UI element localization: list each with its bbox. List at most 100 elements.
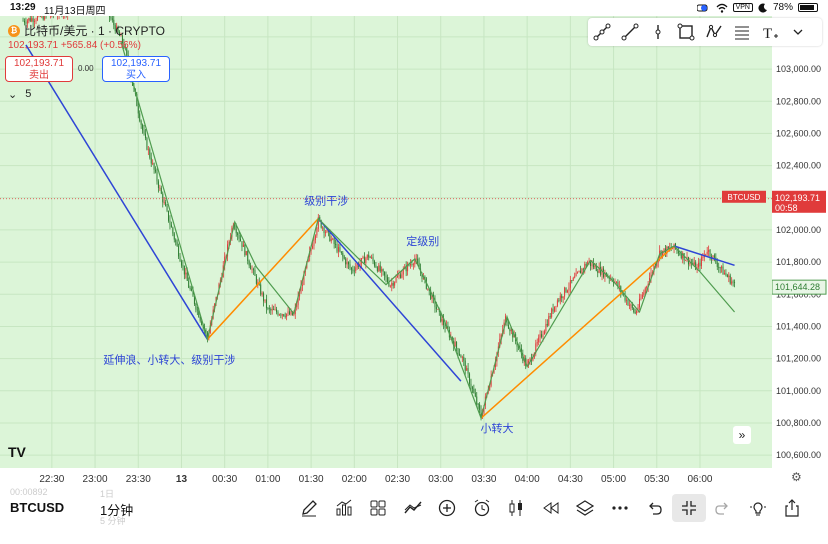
candle-body: [382, 269, 384, 272]
ray-tool[interactable]: [616, 18, 644, 46]
buy-button[interactable]: 102,193.71 买入: [102, 56, 170, 82]
candle-body: [454, 341, 456, 347]
time-tick-label: 03:30: [471, 474, 496, 485]
candle-body: [153, 163, 155, 170]
candles-icon: [509, 500, 523, 516]
time-tick-label: 03:00: [428, 474, 453, 485]
candle-body: [685, 260, 687, 261]
compare-button[interactable]: [396, 494, 431, 522]
candle-body: [597, 271, 599, 273]
candle-body: [300, 285, 302, 294]
candle-body: [574, 276, 576, 278]
candle-body: [618, 286, 620, 288]
status-indicators: VPN 78%: [696, 2, 818, 13]
candle-body: [352, 269, 354, 271]
candle-body: [277, 312, 279, 316]
candle-body: [662, 250, 664, 256]
candle-body: [281, 314, 283, 316]
candle-body: [466, 368, 468, 371]
fib-tool[interactable]: [728, 18, 756, 46]
ideas-button[interactable]: [741, 494, 776, 522]
candle-body: [680, 254, 682, 259]
candle-body: [476, 396, 478, 405]
indicators-button[interactable]: [327, 494, 362, 522]
candle-body: [316, 228, 318, 236]
indicator-toggle[interactable]: ⌄ 5: [8, 88, 31, 101]
candle-body: [165, 202, 167, 207]
vertical-line-tool[interactable]: [644, 18, 672, 46]
candle-body: [340, 251, 342, 253]
ray-icon: [621, 23, 639, 41]
candle-body: [160, 187, 162, 194]
candle-body: [283, 314, 285, 316]
chevron-down-icon[interactable]: ⌄: [8, 89, 18, 101]
svg-text:T: T: [763, 26, 772, 41]
candle-body: [529, 358, 531, 362]
candle-body: [155, 169, 157, 172]
more-button[interactable]: [603, 494, 638, 522]
candle-body: [375, 265, 377, 268]
fullscreen-exit-button[interactable]: [671, 494, 706, 522]
candle-body: [251, 269, 253, 271]
candle-body: [144, 133, 146, 138]
candle-body: [188, 280, 190, 288]
time-tick-label: 04:00: [515, 474, 540, 485]
candle-body: [273, 309, 275, 310]
candle-body: [728, 275, 730, 277]
templates-button[interactable]: [361, 494, 396, 522]
candle-body: [509, 328, 511, 332]
candle-body: [313, 239, 315, 246]
candle-body: [28, 18, 30, 21]
candle-body: [185, 272, 187, 275]
candle-body: [224, 256, 226, 266]
text-tool[interactable]: T: [756, 18, 784, 46]
candle-body: [579, 270, 581, 274]
undo-button[interactable]: [637, 494, 672, 522]
trend-line-icon: [593, 23, 611, 41]
candle-body: [23, 20, 25, 23]
price-tick-label: 102,600.00: [776, 128, 821, 138]
redo-button[interactable]: [706, 494, 741, 522]
candle-body: [590, 261, 592, 266]
sell-button[interactable]: 102,193.71 卖出: [5, 56, 73, 82]
time-axis[interactable]: 22:30 23:00 23:30 13 00:30 01:00 01:30 02:00 02:…: [0, 468, 828, 490]
chart-area[interactable]: 级别干涉 定级别 延伸浪、小转大、级别干涉 小转大 BTCUSD: [0, 16, 772, 468]
candle-body: [297, 296, 299, 306]
price-tick-label: 101,000.00: [776, 386, 821, 396]
candle-body: [337, 247, 339, 252]
share-button[interactable]: [775, 494, 810, 522]
draw-tool-button[interactable]: [292, 494, 327, 522]
candle-body: [552, 308, 554, 312]
symbol-selector[interactable]: BTCUSD: [10, 500, 65, 515]
scroll-to-latest-button[interactable]: »: [733, 426, 751, 444]
sell-label: 卖出: [29, 70, 49, 81]
candle-body: [255, 275, 257, 284]
price-axis[interactable]: 103,200.00103,000.00102,800.00102,600.00…: [771, 16, 828, 468]
price-tick-label: 102,000.00: [776, 225, 821, 235]
rectangle-tool[interactable]: [672, 18, 700, 46]
add-button[interactable]: [430, 494, 465, 522]
candle-body: [257, 282, 259, 284]
candle-body: [477, 404, 479, 405]
layers-button[interactable]: [568, 494, 603, 522]
alert-button[interactable]: [465, 494, 500, 522]
candle-body: [343, 256, 345, 259]
interval-selector[interactable]: 1分钟: [100, 503, 134, 518]
ghost-interval: 5 分钟: [100, 516, 126, 526]
candle-body: [201, 320, 203, 325]
chart-annotation: 定级别: [406, 234, 439, 248]
trend-line-tool[interactable]: [588, 18, 616, 46]
chart-type-button[interactable]: [499, 494, 534, 522]
pattern-tool[interactable]: [700, 18, 728, 46]
replay-button[interactable]: [534, 494, 569, 522]
symbol-header[interactable]: ₿ 比特币/美元 · 1 · CRYPTO: [8, 22, 165, 39]
time-tick-label: 13: [176, 474, 188, 485]
more-tools-dropdown[interactable]: [784, 18, 812, 46]
candle-body: [441, 318, 443, 322]
candle-body: [183, 265, 185, 275]
gear-icon[interactable]: ⚙: [791, 470, 802, 484]
tradingview-logo[interactable]: TV: [8, 444, 26, 460]
candle-body: [600, 267, 602, 275]
candle-body: [276, 309, 278, 313]
